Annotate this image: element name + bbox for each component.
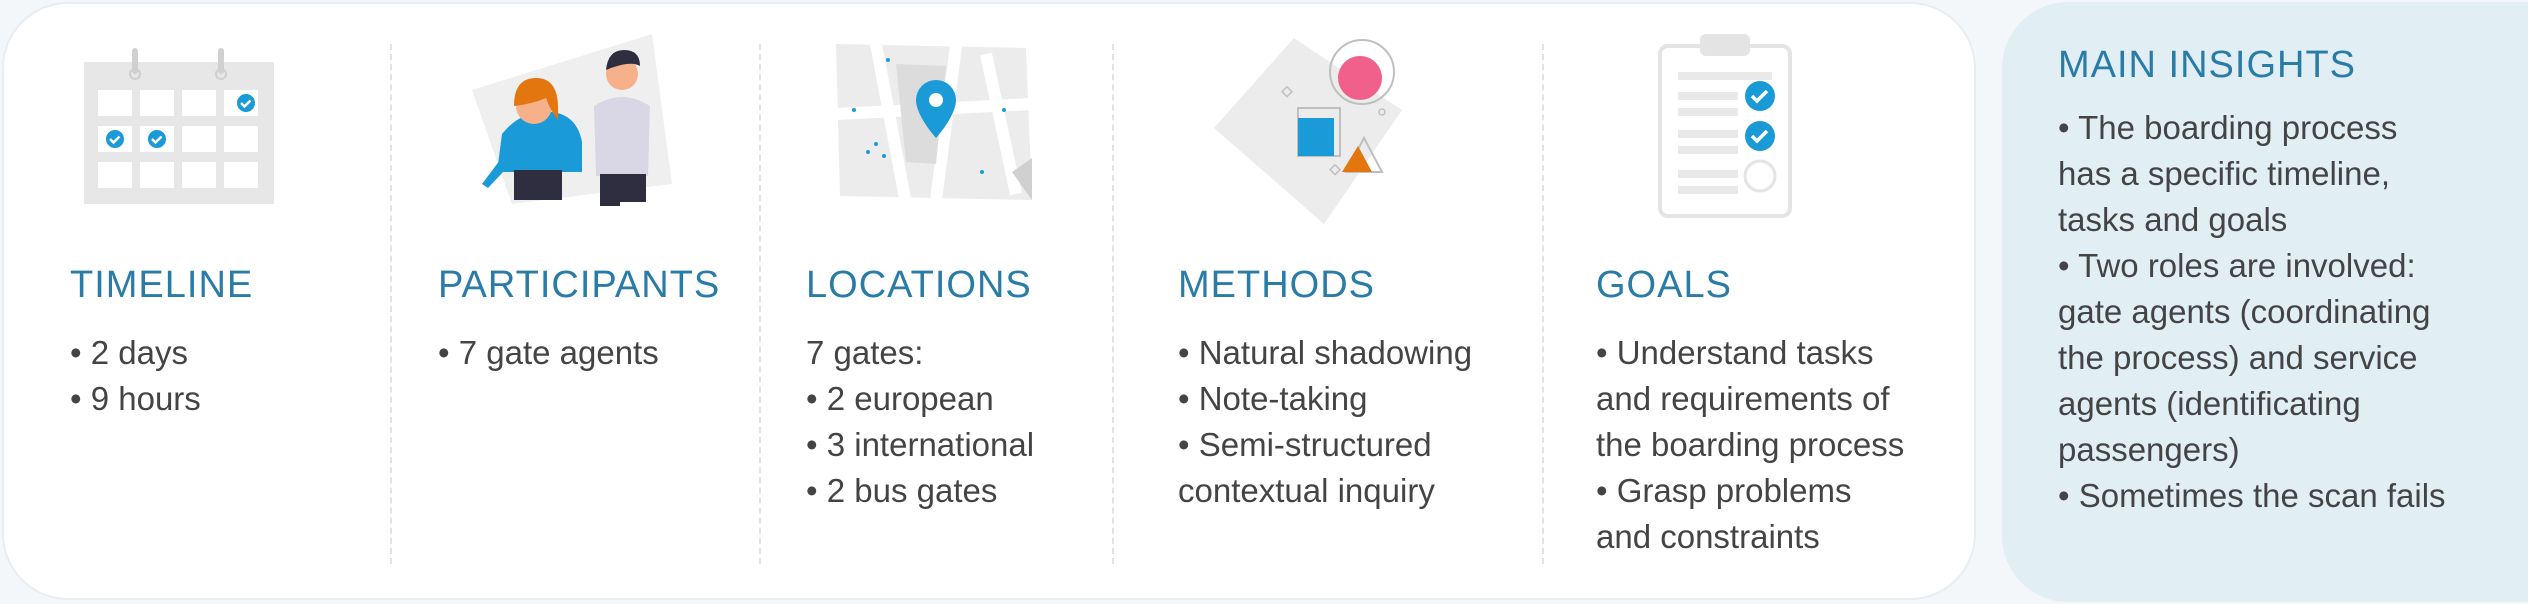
locations-line: 7 gates:	[806, 334, 924, 371]
locations-line: • 2 european	[806, 380, 994, 417]
participants-title: PARTICIPANTS	[438, 264, 721, 306]
methods-line: • Natural shadowing	[1178, 334, 1473, 371]
column-divider	[390, 44, 392, 564]
participants-body: • 7 gate agents	[438, 330, 659, 376]
calendar-icon	[84, 48, 274, 204]
insight-line: • Two roles are involved:	[2058, 247, 2416, 284]
column-divider	[1542, 44, 1544, 564]
insights-body: • The boarding process has a specific ti…	[2058, 105, 2484, 519]
timeline-line: • 9 hours	[70, 380, 201, 417]
locations-line: • 3 international	[806, 426, 1035, 463]
column-divider	[1112, 44, 1114, 564]
insight-line: has a specific timeline,	[2058, 155, 2390, 192]
goals-body: • Understand tasks and requirements of t…	[1596, 330, 1904, 560]
map-pin-icon	[836, 44, 1033, 204]
goals-title: GOALS	[1596, 264, 1732, 306]
shapes-icon	[1214, 38, 1402, 224]
insight-line: agents (identificating	[2058, 385, 2361, 422]
goals-line: and requirements of	[1596, 380, 1890, 417]
insight-line: • Sometimes the scan fails	[2058, 477, 2446, 514]
methods-body: • Natural shadowing • Note-taking • Semi…	[1178, 330, 1472, 514]
methods-line: • Note-taking	[1178, 380, 1368, 417]
methods-title: METHODS	[1178, 264, 1375, 306]
people-icon	[472, 34, 672, 206]
insight-line: • The boarding process	[2058, 109, 2398, 146]
goals-line: the boarding process	[1596, 426, 1905, 463]
timeline-body: • 2 days • 9 hours	[70, 330, 201, 422]
participants-line: • 7 gate agents	[438, 334, 659, 371]
goals-line: • Understand tasks	[1596, 334, 1874, 371]
insight-line: the process) and service	[2058, 339, 2418, 376]
locations-title: LOCATIONS	[806, 264, 1032, 306]
goals-line: and constraints	[1596, 518, 1820, 555]
main-insights-panel: MAIN INSIGHTS • The boarding process has…	[2002, 2, 2528, 602]
goals-line: • Grasp problems	[1596, 472, 1852, 509]
timeline-title: TIMELINE	[70, 264, 254, 306]
methods-line: contextual inquiry	[1178, 472, 1435, 509]
methods-line: • Semi-structured	[1178, 426, 1432, 463]
insight-line: passengers)	[2058, 431, 2240, 468]
locations-line: • 2 bus gates	[806, 472, 998, 509]
checklist-icon	[1658, 34, 1792, 218]
insights-title: MAIN INSIGHTS	[2058, 44, 2357, 86]
timeline-line: • 2 days	[70, 334, 188, 371]
locations-body: 7 gates: • 2 european • 3 international …	[806, 330, 1034, 514]
insight-line: tasks and goals	[2058, 201, 2288, 238]
column-divider	[759, 44, 761, 564]
insight-line: gate agents (coordinating	[2058, 293, 2431, 330]
